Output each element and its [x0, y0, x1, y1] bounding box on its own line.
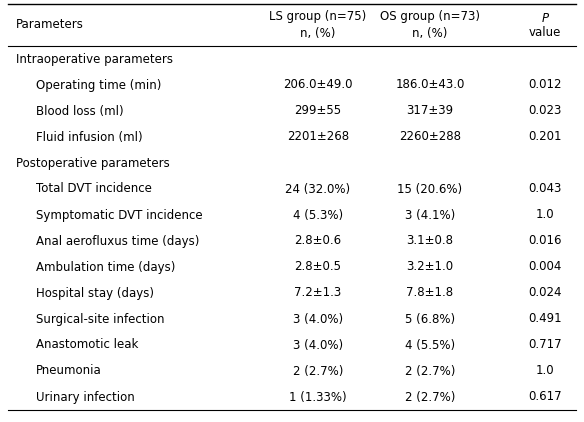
- Text: 186.0±43.0: 186.0±43.0: [395, 78, 465, 92]
- Text: 7.2±1.3: 7.2±1.3: [294, 287, 342, 300]
- Text: 1.0: 1.0: [536, 365, 554, 378]
- Text: 0.201: 0.201: [529, 130, 562, 143]
- Text: 7.8±1.8: 7.8±1.8: [406, 287, 454, 300]
- Text: 3.2±1.0: 3.2±1.0: [406, 260, 454, 273]
- Text: 206.0±49.0: 206.0±49.0: [283, 78, 353, 92]
- Text: 3.1±0.8: 3.1±0.8: [406, 235, 454, 247]
- Text: 2 (2.7%): 2 (2.7%): [405, 390, 455, 403]
- Text: 0.491: 0.491: [528, 313, 562, 325]
- Text: 1.0: 1.0: [536, 208, 554, 222]
- Text: Total DVT incidence: Total DVT incidence: [36, 182, 152, 195]
- Text: Surgical-site infection: Surgical-site infection: [36, 313, 165, 325]
- Text: P: P: [541, 11, 548, 24]
- Text: 3 (4.0%): 3 (4.0%): [293, 338, 343, 352]
- Text: 1 (1.33%): 1 (1.33%): [289, 390, 347, 403]
- Text: 0.012: 0.012: [529, 78, 562, 92]
- Text: Postoperative parameters: Postoperative parameters: [16, 157, 170, 170]
- Text: 2.8±0.6: 2.8±0.6: [294, 235, 342, 247]
- Text: 15 (20.6%): 15 (20.6%): [398, 182, 463, 195]
- Text: Blood loss (ml): Blood loss (ml): [36, 105, 124, 117]
- Text: Anal aerofluxus time (days): Anal aerofluxus time (days): [36, 235, 199, 247]
- Text: Ambulation time (days): Ambulation time (days): [36, 260, 175, 273]
- Text: Fluid infusion (ml): Fluid infusion (ml): [36, 130, 142, 143]
- Text: LS group (n=75)
n, (%): LS group (n=75) n, (%): [269, 10, 367, 40]
- Text: 24 (32.0%): 24 (32.0%): [286, 182, 350, 195]
- Text: Parameters: Parameters: [16, 19, 84, 32]
- Text: OS group (n=73)
n, (%): OS group (n=73) n, (%): [380, 10, 480, 40]
- Text: 2 (2.7%): 2 (2.7%): [405, 365, 455, 378]
- Text: Anastomotic leak: Anastomotic leak: [36, 338, 138, 352]
- Text: 299±55: 299±55: [294, 105, 342, 117]
- Text: 2 (2.7%): 2 (2.7%): [293, 365, 343, 378]
- Text: Operating time (min): Operating time (min): [36, 78, 161, 92]
- Text: 4 (5.5%): 4 (5.5%): [405, 338, 455, 352]
- Text: Pneumonia: Pneumonia: [36, 365, 102, 378]
- Text: 3 (4.0%): 3 (4.0%): [293, 313, 343, 325]
- Text: Symptomatic DVT incidence: Symptomatic DVT incidence: [36, 208, 203, 222]
- Text: Urinary infection: Urinary infection: [36, 390, 135, 403]
- Text: 5 (6.8%): 5 (6.8%): [405, 313, 455, 325]
- Text: 3 (4.1%): 3 (4.1%): [405, 208, 455, 222]
- Text: 0.043: 0.043: [529, 182, 562, 195]
- Text: 2.8±0.5: 2.8±0.5: [294, 260, 342, 273]
- Text: 0.004: 0.004: [529, 260, 562, 273]
- Text: 0.023: 0.023: [529, 105, 562, 117]
- Text: 2260±288: 2260±288: [399, 130, 461, 143]
- Text: value: value: [529, 25, 561, 38]
- Text: 0.617: 0.617: [528, 390, 562, 403]
- Text: 0.016: 0.016: [529, 235, 562, 247]
- Text: Intraoperative parameters: Intraoperative parameters: [16, 52, 173, 65]
- Text: 2201±268: 2201±268: [287, 130, 349, 143]
- Text: 317±39: 317±39: [406, 105, 454, 117]
- Text: Hospital stay (days): Hospital stay (days): [36, 287, 154, 300]
- Text: 4 (5.3%): 4 (5.3%): [293, 208, 343, 222]
- Text: 0.024: 0.024: [529, 287, 562, 300]
- Text: 0.717: 0.717: [528, 338, 562, 352]
